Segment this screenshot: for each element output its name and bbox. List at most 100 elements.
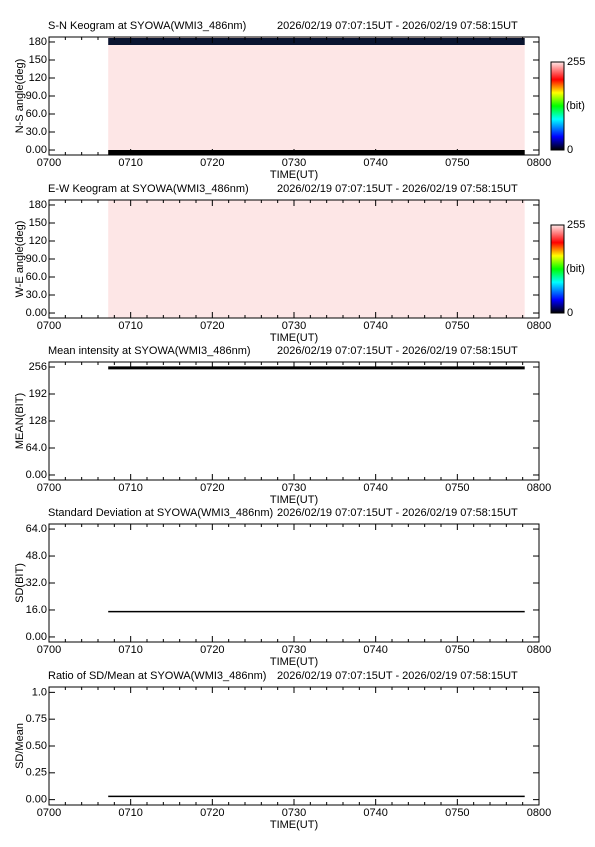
x-tick-label: 0710 — [118, 482, 142, 494]
x-tick-label: 0700 — [37, 644, 61, 656]
x-tick-label: 0750 — [445, 157, 469, 169]
x-tick-label: 0800 — [527, 807, 551, 819]
chart-subtitle: 2026/02/19 07:07:15UT - 2026/02/19 07:58… — [277, 345, 518, 357]
chart-title: E-W Keogram at SYOWA(WMI3_486nm) — [48, 183, 249, 195]
chart-title: Mean intensity at SYOWA(WMI3_486nm) — [48, 345, 251, 357]
colorbar — [550, 61, 565, 151]
x-tick-label: 0730 — [282, 807, 306, 819]
x-axis-label: TIME(UT) — [270, 169, 318, 181]
x-tick-label: 0750 — [445, 320, 469, 332]
x-axis-label: TIME(UT) — [270, 819, 318, 831]
x-tick-label: 0750 — [445, 482, 469, 494]
keogram-image — [108, 200, 525, 318]
plot-frame — [48, 686, 540, 806]
y-tick-label: 90.0 — [26, 90, 47, 102]
y-tick-label: 0.50 — [26, 740, 47, 752]
x-tick-label: 0700 — [37, 807, 61, 819]
colorbar-label: (bit) — [566, 263, 585, 275]
y-tick-label: 0.00 — [26, 307, 47, 319]
plot-frame — [48, 523, 540, 643]
colorbar — [550, 224, 565, 314]
colorbar-tick-label: 255 — [567, 56, 585, 68]
y-tick-label: 30.0 — [26, 126, 47, 138]
x-tick-label: 0740 — [363, 807, 387, 819]
y-axis-label: SD(BIT) — [14, 563, 26, 603]
y-tick-label: 0.00 — [26, 631, 47, 643]
y-tick-label: 128 — [29, 415, 47, 427]
y-axis-label: SD/Mean — [14, 723, 26, 769]
x-tick-label: 0710 — [118, 644, 142, 656]
x-tick-label: 0730 — [282, 157, 306, 169]
y-tick-label: 0.75 — [26, 713, 47, 725]
y-tick-label: 90.0 — [26, 253, 47, 265]
y-tick-label: 48.0 — [26, 550, 47, 562]
x-axis-label: TIME(UT) — [270, 656, 318, 668]
x-tick-label: 0740 — [363, 320, 387, 332]
chart-title: Standard Deviation at SYOWA(WMI3_486nm) — [48, 507, 273, 519]
y-tick-label: 60.0 — [26, 108, 47, 120]
chart-subtitle: 2026/02/19 07:07:15UT - 2026/02/19 07:58… — [277, 507, 518, 519]
y-tick-label: 120 — [29, 72, 47, 84]
y-tick-label: 120 — [29, 235, 47, 247]
x-tick-label: 0800 — [527, 157, 551, 169]
x-tick-label: 0720 — [200, 320, 224, 332]
x-tick-label: 0710 — [118, 320, 142, 332]
y-tick-label: 1.0 — [32, 686, 47, 698]
x-tick-label: 0800 — [527, 482, 551, 494]
x-tick-label: 0720 — [200, 644, 224, 656]
y-tick-label: 0.25 — [26, 767, 47, 779]
y-axis-label: N-S angle(deg) — [14, 59, 26, 134]
y-tick-label: 64.0 — [26, 523, 47, 535]
y-tick-label: 150 — [29, 217, 47, 229]
x-tick-label: 0710 — [118, 807, 142, 819]
y-tick-label: 180 — [29, 36, 47, 48]
x-tick-label: 0750 — [445, 807, 469, 819]
y-tick-label: 0.00 — [26, 469, 47, 481]
y-tick-label: 60.0 — [26, 271, 47, 283]
x-tick-label: 0730 — [282, 320, 306, 332]
y-tick-label: 180 — [29, 199, 47, 211]
x-tick-label: 0740 — [363, 482, 387, 494]
x-tick-label: 0740 — [363, 157, 387, 169]
x-tick-label: 0700 — [37, 482, 61, 494]
y-tick-label: 30.0 — [26, 289, 47, 301]
x-axis-label: TIME(UT) — [270, 332, 318, 344]
y-axis-label: W-E angle(deg) — [14, 221, 26, 298]
chart-title: Ratio of SD/Mean at SYOWA(WMI3_486nm) — [48, 670, 266, 682]
x-tick-label: 0720 — [200, 807, 224, 819]
y-tick-label: 192 — [29, 388, 47, 400]
colorbar-tick-label: 255 — [567, 219, 585, 231]
y-tick-label: 64.0 — [26, 442, 47, 454]
chart-subtitle: 2026/02/19 07:07:15UT - 2026/02/19 07:58… — [277, 20, 518, 32]
x-tick-label: 0720 — [200, 482, 224, 494]
x-tick-label: 0730 — [282, 482, 306, 494]
x-tick-label: 0720 — [200, 157, 224, 169]
chart-subtitle: 2026/02/19 07:07:15UT - 2026/02/19 07:58… — [277, 670, 518, 682]
keogram-image — [108, 37, 525, 155]
x-tick-label: 0800 — [527, 320, 551, 332]
x-tick-label: 0700 — [37, 157, 61, 169]
y-tick-label: 16.0 — [26, 604, 47, 616]
keogram-band — [108, 150, 525, 155]
keogram-band — [108, 38, 525, 45]
colorbar-label: (bit) — [566, 100, 585, 112]
x-axis-label: TIME(UT) — [270, 494, 318, 506]
x-tick-label: 0750 — [445, 644, 469, 656]
x-tick-label: 0800 — [527, 644, 551, 656]
chart-subtitle: 2026/02/19 07:07:15UT - 2026/02/19 07:58… — [277, 183, 518, 195]
colorbar-tick-label: 0 — [567, 307, 573, 319]
y-tick-label: 256 — [29, 361, 47, 373]
chart-title: S-N Keogram at SYOWA(WMI3_486nm) — [48, 20, 246, 32]
x-tick-label: 0710 — [118, 157, 142, 169]
y-tick-label: 32.0 — [26, 577, 47, 589]
y-axis-label: MEAN(BIT) — [14, 393, 26, 449]
x-tick-label: 0740 — [363, 644, 387, 656]
x-tick-label: 0730 — [282, 644, 306, 656]
plot-frame — [48, 361, 540, 481]
y-tick-label: 150 — [29, 54, 47, 66]
colorbar-tick-label: 0 — [567, 144, 573, 156]
y-tick-label: 0.00 — [26, 794, 47, 806]
y-tick-label: 0.00 — [26, 144, 47, 156]
x-tick-label: 0700 — [37, 320, 61, 332]
